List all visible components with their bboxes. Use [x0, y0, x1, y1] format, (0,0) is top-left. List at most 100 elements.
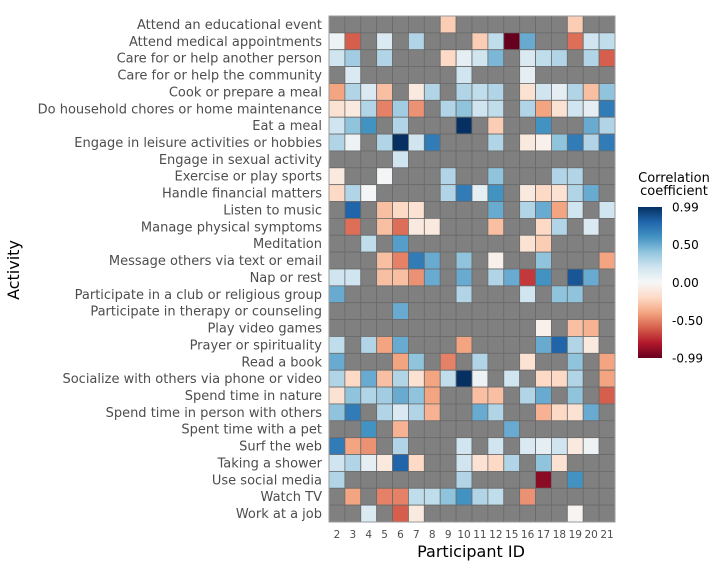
heatmap-cell [519, 150, 536, 169]
heatmap-cell [566, 268, 584, 287]
heatmap-cell [471, 83, 489, 101]
heatmap-cell [360, 319, 378, 337]
heatmap-cell [328, 336, 346, 354]
heatmap-cell [566, 487, 584, 506]
y-tick-label: Message others via text or email [109, 254, 322, 269]
heatmap-cell [566, 319, 584, 337]
heatmap-cell [328, 319, 346, 337]
heatmap-cell [566, 369, 584, 388]
heatmap-cell [487, 133, 505, 152]
heatmap-cell [439, 234, 457, 253]
heatmap-cell [344, 319, 362, 337]
heatmap-cell [376, 285, 393, 304]
heatmap-cell [566, 302, 584, 321]
heatmap-cell [582, 369, 600, 388]
heatmap-cell [408, 32, 425, 51]
heatmap-cell [535, 470, 552, 489]
heatmap-cell [360, 470, 378, 489]
heatmap-cell [408, 302, 425, 321]
legend-tick-label: -0.50 [672, 314, 703, 328]
heatmap-cell [360, 454, 378, 472]
x-tick-label: 20 [584, 529, 597, 541]
heatmap-cell [598, 184, 616, 202]
heatmap-cell [360, 32, 378, 51]
heatmap-cell [551, 83, 568, 101]
heatmap-cell [439, 184, 457, 202]
heatmap-cell [360, 403, 378, 422]
heatmap-cell [598, 234, 616, 253]
heatmap-cell [328, 470, 346, 489]
heatmap-cell [344, 184, 362, 202]
heatmap-cell [376, 487, 393, 506]
heatmap-cell [582, 285, 600, 304]
heatmap-cell [582, 437, 600, 455]
heatmap-cell [455, 167, 473, 186]
x-tick-label: 9 [445, 529, 452, 541]
heatmap-cell [344, 386, 362, 405]
heatmap-cell [344, 352, 362, 371]
heatmap-cell [551, 487, 568, 506]
heatmap-cell [423, 234, 441, 253]
heatmap-cell [487, 470, 505, 489]
heatmap-cell [408, 49, 425, 68]
heatmap-cell [439, 403, 457, 422]
heatmap-cell [535, 99, 552, 118]
heatmap-cell [598, 420, 616, 439]
heatmap-cell [598, 15, 616, 34]
heatmap-cell [519, 487, 536, 506]
heatmap-cell [471, 133, 489, 152]
heatmap-cell [423, 437, 441, 455]
heatmap-cell [503, 403, 521, 422]
heatmap-cell [439, 487, 457, 506]
heatmap-cell [598, 201, 616, 219]
heatmap-cell [551, 66, 568, 84]
heatmap-cell [519, 386, 536, 405]
heatmap-cell [598, 49, 616, 68]
heatmap-cell [344, 336, 362, 354]
heatmap-cell [344, 369, 362, 388]
y-tick-label: Spend time in person with others [106, 406, 323, 421]
y-tick-label: Exercise or play sports [174, 170, 322, 185]
heatmap-cell [598, 454, 616, 472]
heatmap-cell [328, 167, 346, 186]
legend-tick-label: 0.50 [672, 238, 699, 252]
heatmap-cell [360, 217, 378, 236]
heatmap-cell [360, 369, 378, 388]
heatmap-cell [582, 403, 600, 422]
heatmap-cell [566, 83, 584, 101]
y-tick-label: Use social media [212, 473, 322, 488]
heatmap-cell [551, 352, 568, 371]
heatmap-cell [439, 268, 457, 287]
legend-ticks: 0.99 0.50 0.00 -0.50 -0.99 [672, 201, 703, 366]
heatmap-cell [487, 352, 505, 371]
heatmap-cell [551, 369, 568, 388]
heatmap-cell [519, 133, 536, 152]
heatmap-cell [344, 420, 362, 439]
heatmap-cell [376, 234, 393, 253]
heatmap-cell [455, 268, 473, 287]
heatmap-cell [519, 319, 536, 337]
legend-title-line2: coefficient [640, 184, 708, 199]
heatmap-cell [535, 285, 552, 304]
x-tick-label: 3 [349, 529, 356, 541]
heatmap-cell [566, 420, 584, 439]
legend-tick-label: -0.99 [672, 352, 703, 366]
heatmap-cell [519, 83, 536, 101]
heatmap-cell [392, 319, 409, 337]
heatmap-cell [439, 369, 457, 388]
heatmap-cell [455, 116, 473, 135]
heatmap-cell [519, 201, 536, 219]
heatmap-cell [439, 99, 457, 118]
heatmap-cell [503, 99, 521, 118]
x-tick-label: 11 [473, 529, 486, 541]
heatmap-cell [566, 336, 584, 354]
heatmap-cell [535, 420, 552, 439]
y-axis-title: Activity [4, 240, 23, 300]
heatmap-cell [487, 285, 505, 304]
heatmap-cell [439, 302, 457, 321]
heatmap-cell [423, 352, 441, 371]
y-tick-label: Eat a meal [252, 119, 322, 134]
heatmap-cell [471, 403, 489, 422]
heatmap-cell [503, 133, 521, 152]
heatmap-cell [360, 285, 378, 304]
